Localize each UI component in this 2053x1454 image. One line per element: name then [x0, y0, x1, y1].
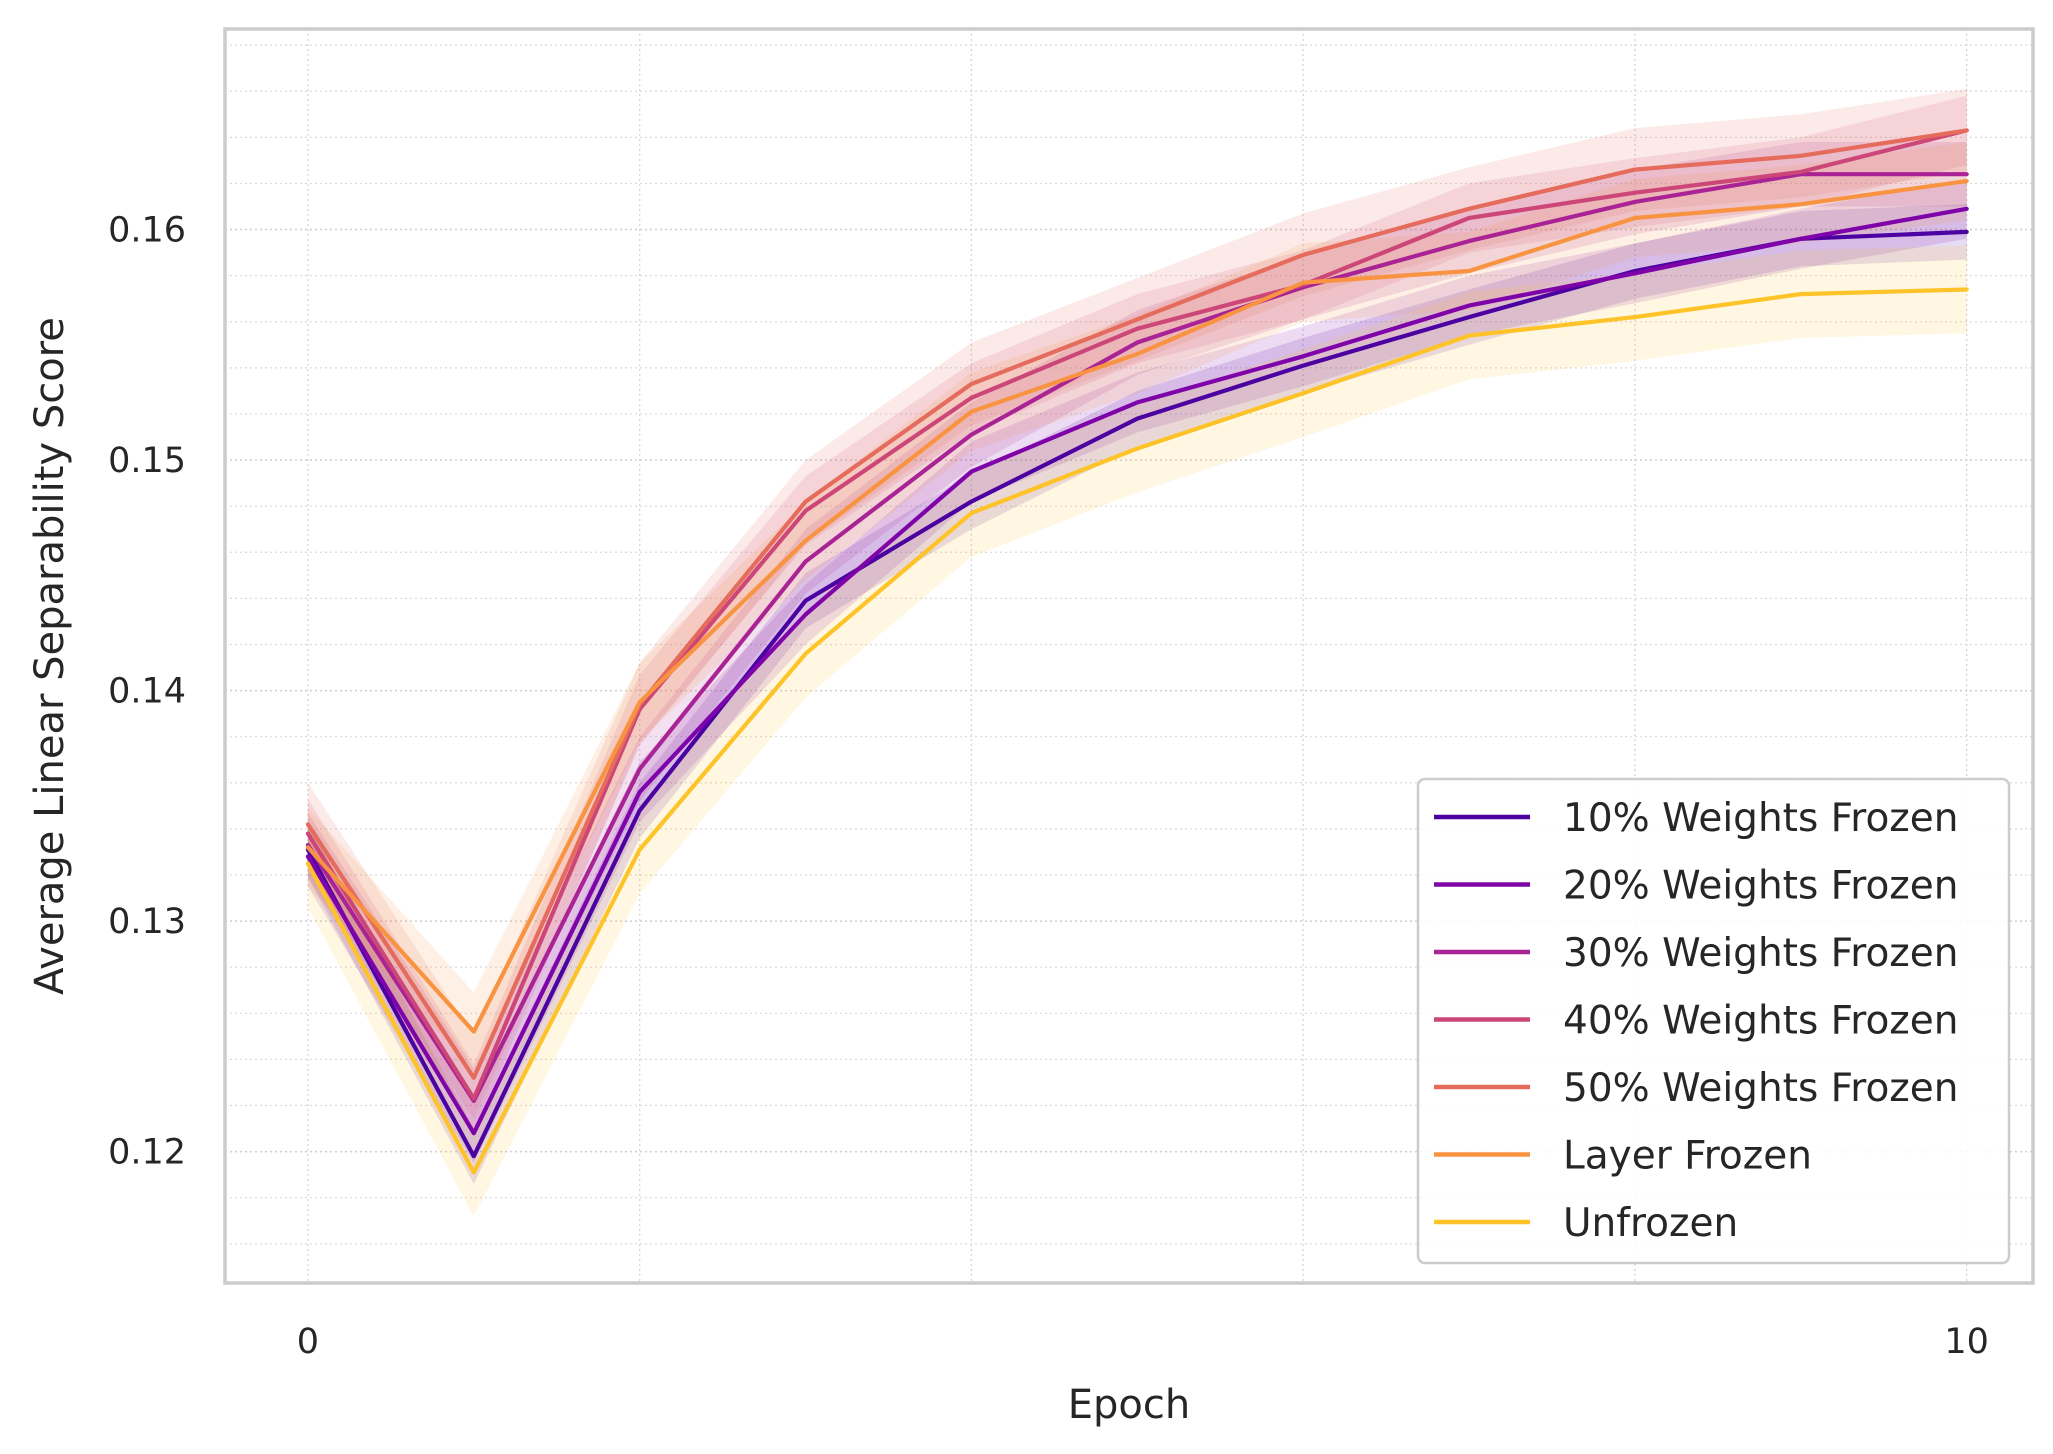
series-band-2: [307, 178, 1967, 1164]
series-line-7: [305, 287, 1969, 1175]
series-band-7: [307, 245, 1967, 1217]
y-tick-label: 0.14: [108, 672, 186, 712]
legend: 10% Weights Frozen 20% Weights Frozen 30% …: [1416, 777, 2011, 1265]
legend-label: 50% Weights Frozen: [1563, 1066, 1958, 1111]
plot-frame: [223, 27, 2035, 1285]
tick-labels: 0.12 0.13 0.14 0.15 0.16 0 10: [108, 211, 1989, 1362]
series-band-3: [307, 142, 1967, 1134]
x-axis-title: Epoch: [1068, 1382, 1190, 1428]
series-line-5: [305, 128, 1969, 1080]
series-line-2: [305, 206, 1969, 1136]
y-tick-label: 0.12: [108, 1133, 186, 1173]
legend-label: Layer Frozen: [1563, 1134, 1812, 1179]
y-tick-label: 0.13: [108, 902, 186, 942]
series-line-3: [305, 172, 1969, 1104]
legend-label: 40% Weights Frozen: [1563, 999, 1958, 1044]
series-band-1: [307, 204, 1967, 1184]
legend-label: 10% Weights Frozen: [1563, 796, 1958, 841]
x-tick-label: 0: [297, 1322, 319, 1362]
y-tick-label: 0.16: [108, 211, 186, 251]
legend-label: 20% Weights Frozen: [1563, 864, 1958, 909]
series-line-4: [305, 128, 1969, 1101]
legend-label: Unfrozen: [1563, 1201, 1738, 1246]
legend-box: [1416, 777, 2011, 1265]
x-tick-label: 10: [1944, 1322, 1989, 1362]
series-lines: [305, 128, 1969, 1175]
series-band-4: [307, 95, 1967, 1134]
y-axis-title: Average Linear Separability Score: [27, 317, 73, 995]
grid: [225, 29, 2033, 1283]
series-line-6: [305, 179, 1969, 1034]
legend-label: 30% Weights Frozen: [1563, 931, 1958, 976]
y-tick-label: 0.15: [108, 441, 186, 481]
series-band-5: [307, 88, 1967, 1120]
